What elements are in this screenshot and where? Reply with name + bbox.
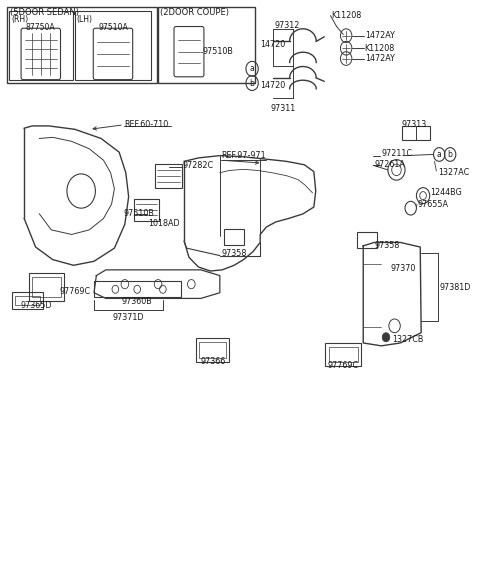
Circle shape xyxy=(382,333,390,342)
Text: 97381D: 97381D xyxy=(439,282,470,292)
Bar xyxy=(94,281,181,297)
Text: 97370: 97370 xyxy=(391,264,416,273)
Bar xyxy=(329,347,358,362)
Text: 14720: 14720 xyxy=(260,40,286,49)
Text: b: b xyxy=(448,150,453,159)
Text: 1472AY: 1472AY xyxy=(365,54,395,63)
Text: b: b xyxy=(250,79,254,88)
Text: 97769C: 97769C xyxy=(328,361,359,370)
Text: 97510A: 97510A xyxy=(98,22,128,32)
Bar xyxy=(325,343,361,366)
Bar xyxy=(196,338,229,362)
Text: 97769C: 97769C xyxy=(60,287,90,296)
Text: 1327AC: 1327AC xyxy=(438,168,469,177)
Text: 97282C: 97282C xyxy=(183,161,214,170)
Text: 97358: 97358 xyxy=(221,249,247,258)
Text: (RH): (RH) xyxy=(11,14,28,24)
Bar xyxy=(224,228,244,245)
Text: 97655A: 97655A xyxy=(418,200,449,209)
Text: 97261A: 97261A xyxy=(374,160,405,169)
Bar xyxy=(158,7,255,83)
Bar xyxy=(32,277,61,297)
Text: K11208: K11208 xyxy=(365,44,395,53)
Text: 14720: 14720 xyxy=(260,81,286,90)
Bar xyxy=(199,342,226,358)
Bar xyxy=(29,273,64,301)
Text: K11208: K11208 xyxy=(331,11,361,20)
Text: 97311: 97311 xyxy=(270,104,296,113)
Bar xyxy=(155,164,182,188)
Text: REF.97-971: REF.97-971 xyxy=(221,150,265,160)
Text: (2DOOR COUPE): (2DOOR COUPE) xyxy=(159,8,228,17)
Text: 97312: 97312 xyxy=(275,21,300,30)
Text: REF.60-710: REF.60-710 xyxy=(124,120,168,129)
Text: 97510B: 97510B xyxy=(124,210,155,218)
Text: a: a xyxy=(250,64,254,73)
Bar xyxy=(74,11,152,80)
Text: 97366: 97366 xyxy=(200,357,225,366)
Text: (LH): (LH) xyxy=(76,14,93,24)
Text: (5DOOR SEDAN): (5DOOR SEDAN) xyxy=(11,8,79,17)
Text: 97313: 97313 xyxy=(402,121,427,129)
Text: 97510B: 97510B xyxy=(203,47,234,56)
Text: 1018AD: 1018AD xyxy=(149,219,180,227)
Text: a: a xyxy=(437,150,442,159)
Text: 97371D: 97371D xyxy=(112,313,144,321)
Bar xyxy=(15,296,40,305)
Text: 1244BG: 1244BG xyxy=(430,188,462,197)
Text: 1472AY: 1472AY xyxy=(365,31,395,40)
Bar xyxy=(7,7,156,83)
Bar xyxy=(134,199,159,221)
Bar xyxy=(357,232,377,248)
Text: 87750A: 87750A xyxy=(26,22,56,32)
Bar xyxy=(10,11,72,80)
Text: 97365D: 97365D xyxy=(20,301,52,310)
Text: 1327CB: 1327CB xyxy=(392,335,423,344)
Bar xyxy=(402,126,430,139)
Text: 97211C: 97211C xyxy=(381,149,412,158)
Text: 97360B: 97360B xyxy=(121,297,152,307)
Text: 97358: 97358 xyxy=(374,242,399,250)
Bar xyxy=(12,292,43,309)
